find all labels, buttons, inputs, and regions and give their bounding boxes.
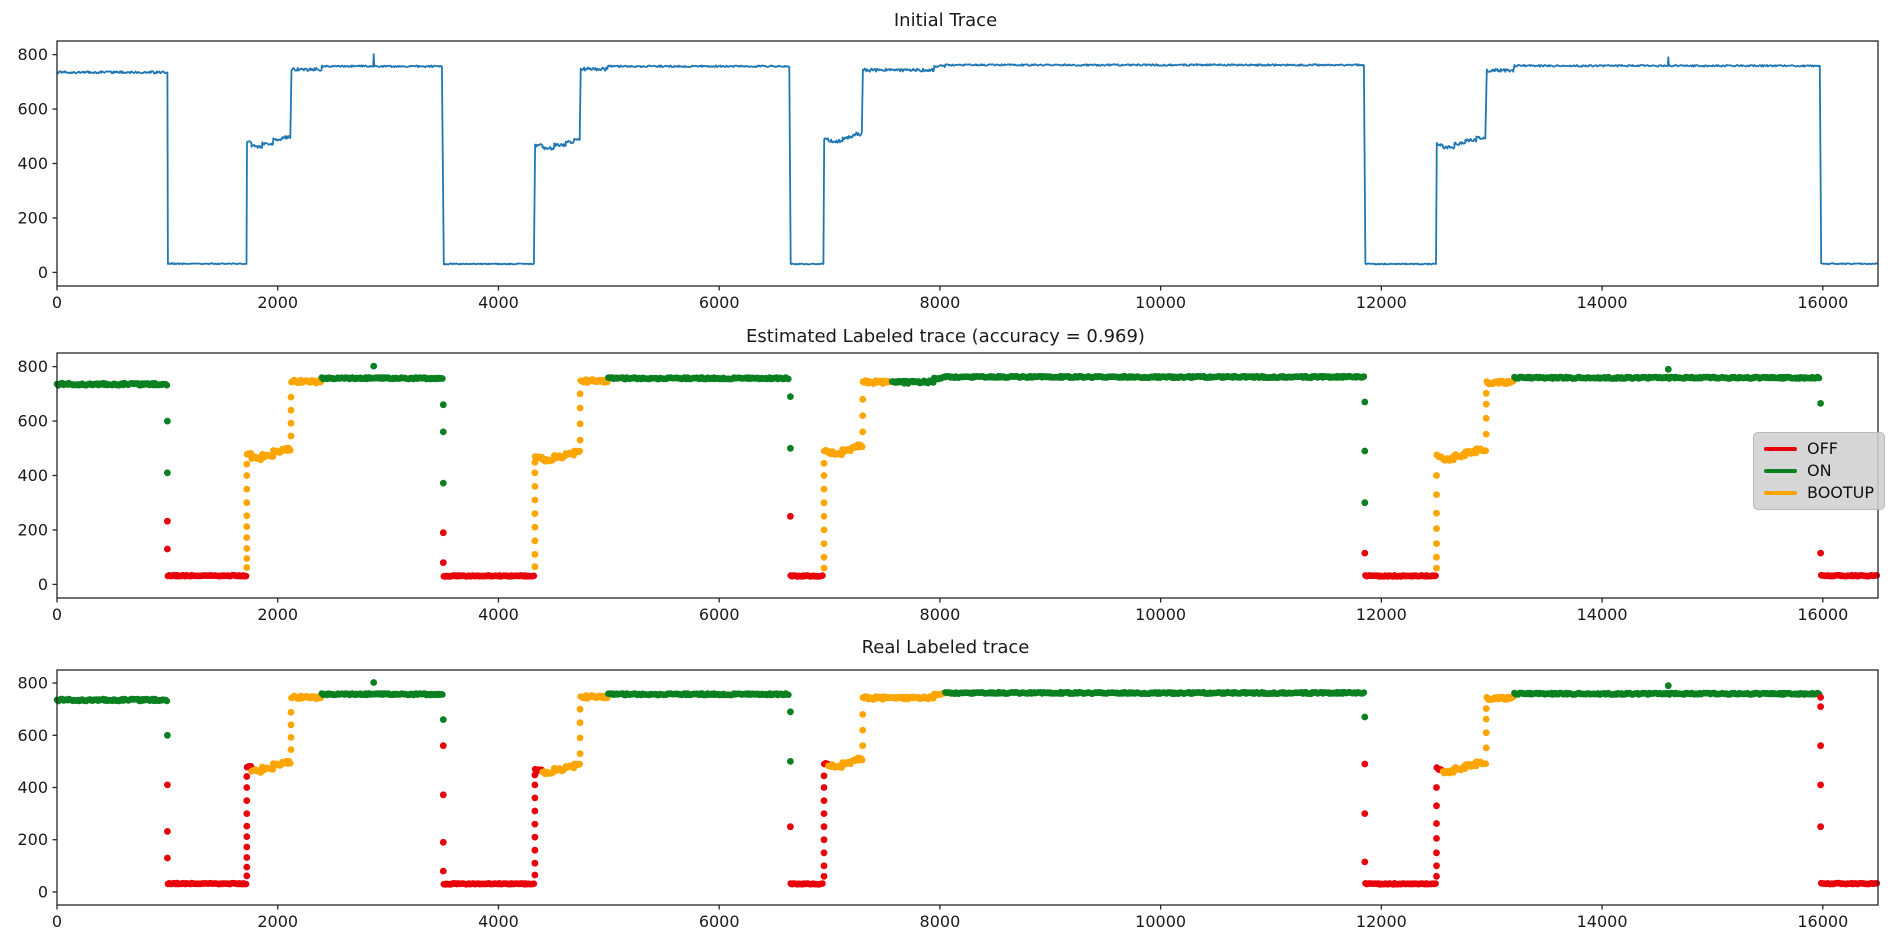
legend-line-on-icon <box>1764 469 1797 473</box>
y-tick-label: 800 <box>17 357 48 376</box>
x-tick-label: 8000 <box>920 912 961 931</box>
plot-border <box>56 352 1879 599</box>
x-axis: 0 2000 4000 6000 8000 10000 12000 14000 16000 <box>52 598 1848 624</box>
x-tick-label: 6000 <box>699 293 740 312</box>
x-tick-label: 6000 <box>699 605 740 624</box>
x-tick-label: 16000 <box>1797 293 1848 312</box>
y-tick-label: 600 <box>17 100 48 119</box>
x-tick-label: 4000 <box>478 605 519 624</box>
legend-item-bootup: BOOTUP <box>1764 482 1876 504</box>
x-tick-label: 10000 <box>1135 912 1186 931</box>
title-real-trace: Real Labeled trace <box>861 637 1030 658</box>
y-tick-label: 400 <box>17 466 48 485</box>
y-tick-label: 0 <box>38 263 48 282</box>
x-tick-label: 8000 <box>920 605 961 624</box>
x-tick-label: 12000 <box>1356 293 1407 312</box>
legend-line-bootup-icon <box>1764 491 1797 495</box>
x-tick-label: 0 <box>52 293 62 312</box>
x-tick-label: 14000 <box>1577 293 1628 312</box>
y-tick-label: 800 <box>17 45 48 64</box>
legend-label-on: ON <box>1807 461 1832 480</box>
y-tick-label: 400 <box>17 154 48 173</box>
y-tick-label: 200 <box>17 520 48 539</box>
legend-item-on: ON <box>1764 460 1876 482</box>
legend-label-bootup: BOOTUP <box>1807 483 1875 502</box>
title-estimated-trace: Estimated Labeled trace (accuracy = 0.96… <box>746 326 1145 347</box>
y-tick-label: 200 <box>17 208 48 227</box>
x-tick-label: 14000 <box>1577 605 1628 624</box>
x-tick-label: 8000 <box>920 293 961 312</box>
y-axis: 0 200 400 600 800 <box>17 357 57 594</box>
legend: OFF ON BOOTUP <box>1753 432 1885 510</box>
x-tick-label: 2000 <box>257 293 298 312</box>
y-tick-label: 0 <box>38 882 48 901</box>
y-axis: 0 200 400 600 800 <box>17 674 57 901</box>
scatter-series-real <box>53 679 1881 888</box>
x-tick-label: 12000 <box>1356 912 1407 931</box>
x-tick-label: 0 <box>52 605 62 624</box>
x-tick-label: 12000 <box>1356 605 1407 624</box>
y-axis: 0 200 400 600 800 <box>17 45 57 282</box>
x-tick-label: 16000 <box>1797 605 1848 624</box>
plot-border <box>56 40 1879 287</box>
x-axis: 0 2000 4000 6000 8000 10000 12000 14000 16000 <box>52 286 1848 312</box>
legend-item-off: OFF <box>1764 438 1876 460</box>
x-tick-label: 10000 <box>1135 293 1186 312</box>
line-series <box>56 53 1879 266</box>
subplot-2: 0 2000 4000 6000 8000 10000 12000 14000 16000 0 20… <box>17 669 1881 931</box>
x-tick-label: 16000 <box>1797 912 1848 931</box>
y-tick-label: 600 <box>17 412 48 431</box>
legend-line-off-icon <box>1764 447 1797 451</box>
x-tick-label: 6000 <box>699 912 740 931</box>
subplot-0: 0 2000 4000 6000 8000 10000 12000 14000 16000 0 20… <box>17 40 1879 312</box>
x-tick-label: 4000 <box>478 912 519 931</box>
legend-label-off: OFF <box>1807 439 1838 458</box>
y-tick-label: 200 <box>17 830 48 849</box>
scatter-series-est <box>53 362 1881 580</box>
y-tick-label: 600 <box>17 726 48 745</box>
x-axis: 0 2000 4000 6000 8000 10000 12000 14000 16000 <box>52 905 1848 931</box>
y-tick-label: 400 <box>17 778 48 797</box>
x-tick-label: 2000 <box>257 912 298 931</box>
y-tick-label: 800 <box>17 674 48 693</box>
x-tick-label: 2000 <box>257 605 298 624</box>
subplot-1: 0 2000 4000 6000 8000 10000 12000 14000 16000 0 20… <box>17 352 1881 624</box>
y-tick-label: 0 <box>38 575 48 594</box>
plot-border <box>56 669 1879 906</box>
x-tick-label: 14000 <box>1577 912 1628 931</box>
x-tick-label: 4000 <box>478 293 519 312</box>
title-initial-trace: Initial Trace <box>893 10 998 31</box>
x-tick-label: 0 <box>52 912 62 931</box>
x-tick-label: 10000 <box>1135 605 1186 624</box>
